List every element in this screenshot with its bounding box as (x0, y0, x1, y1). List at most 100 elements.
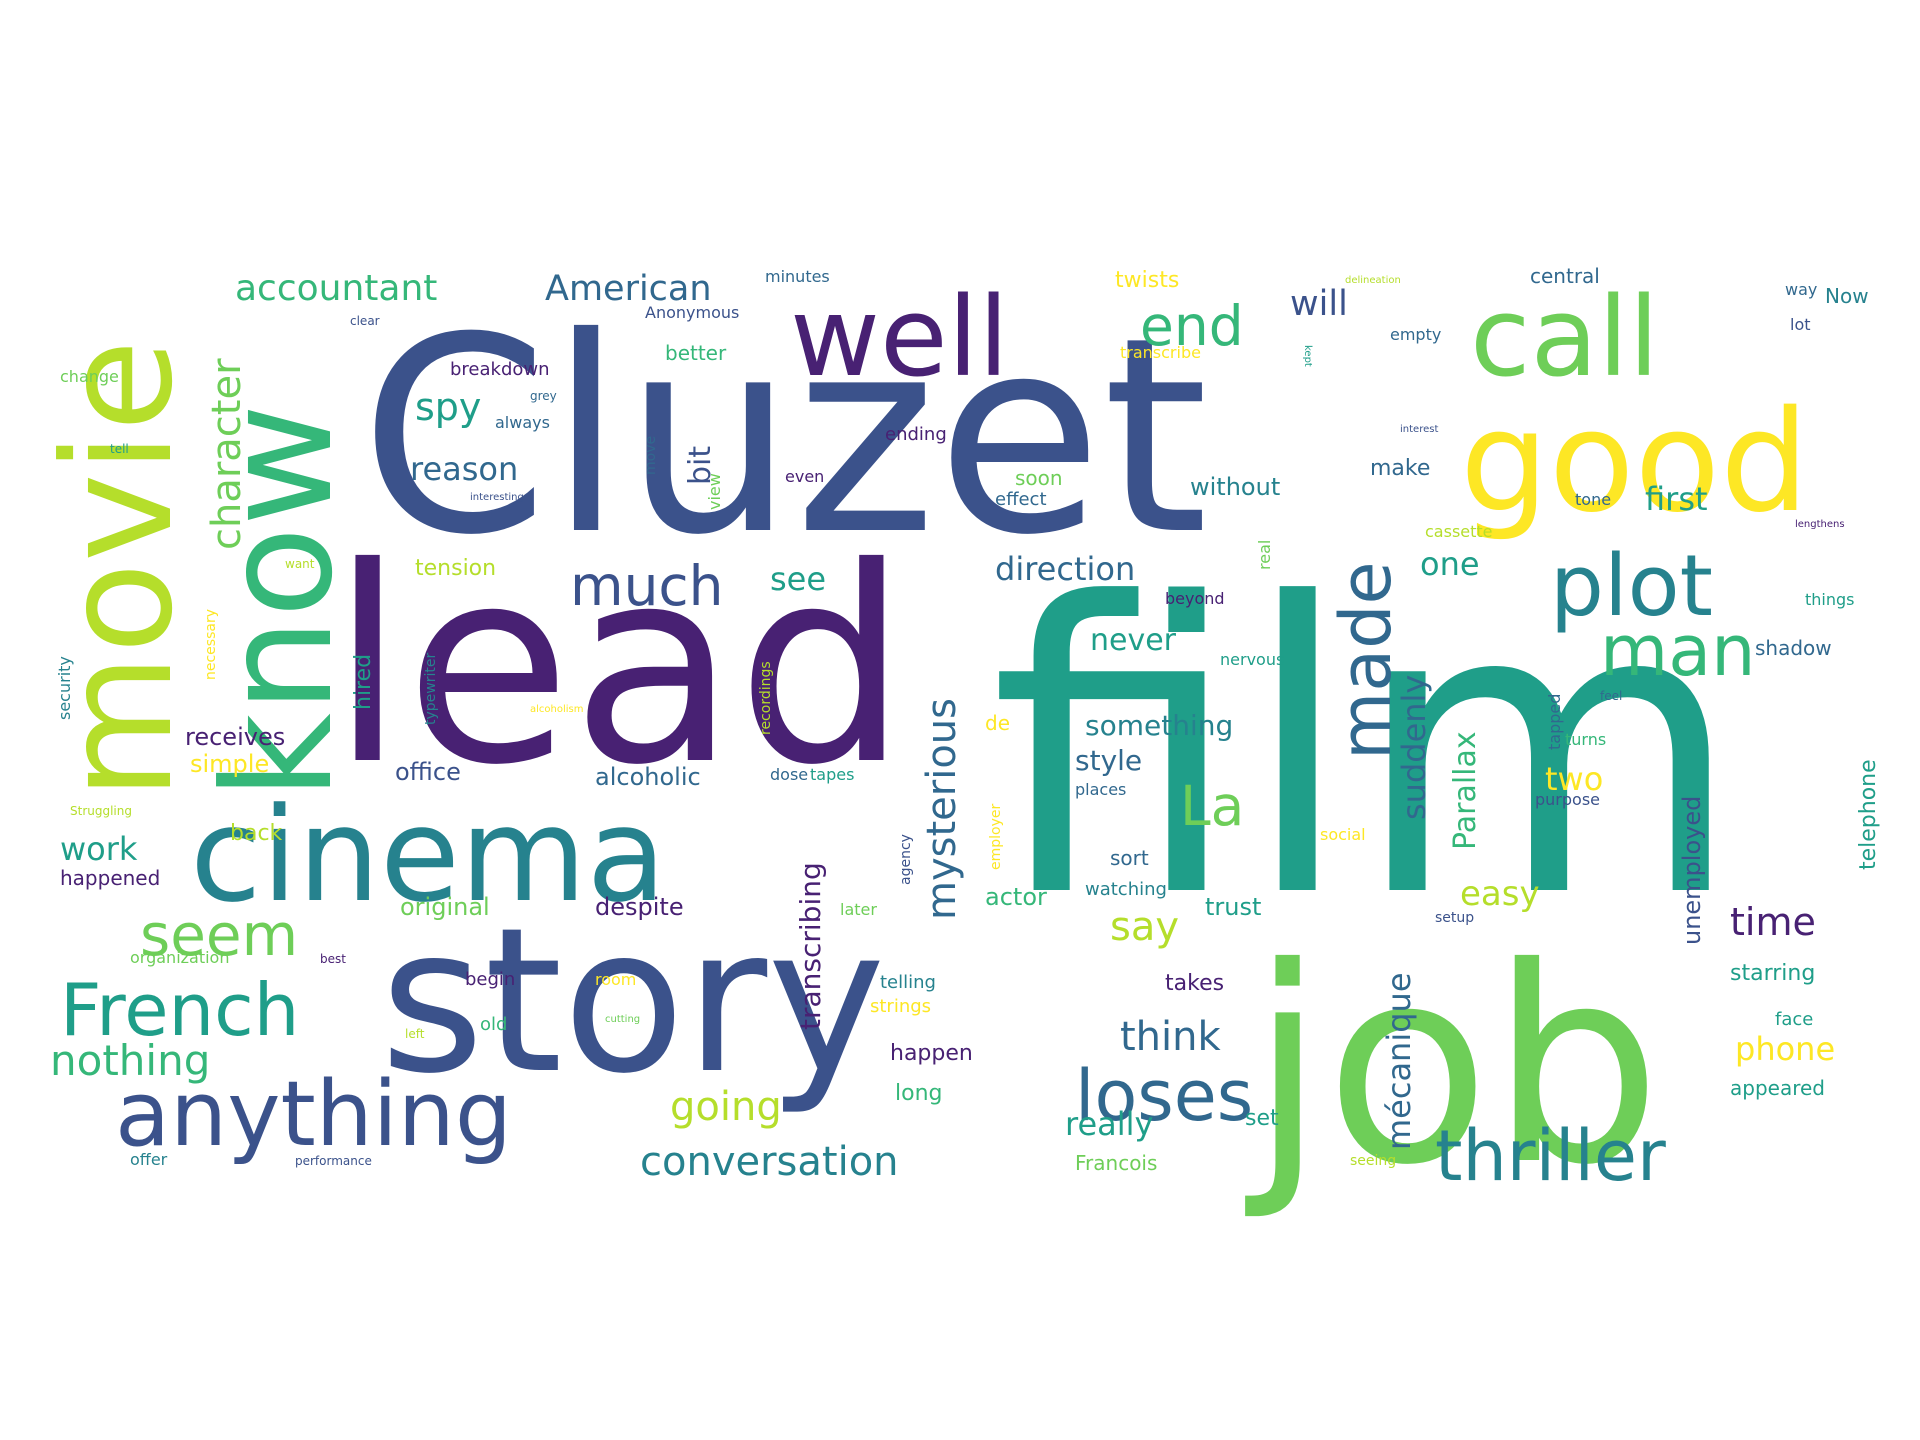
word-offer: offer (130, 1150, 168, 1169)
word-transcribing: transcribing (794, 862, 827, 1030)
word-much: much (570, 554, 724, 618)
word-work: work (60, 830, 138, 868)
word-turns: turns (1565, 730, 1606, 749)
word-shadow: shadow (1755, 636, 1832, 660)
word-de: de (985, 711, 1010, 735)
word-things: things (1805, 590, 1855, 609)
word-will: will (1290, 284, 1348, 324)
word-places: places (1075, 780, 1126, 799)
word-performance: performance (295, 1154, 372, 1168)
word-character: character (204, 358, 250, 550)
word-make: make (1370, 456, 1430, 481)
word-transcribe: transcribe (1120, 343, 1201, 362)
word-francois: Francois (1075, 1151, 1157, 1175)
word-appeared: appeared (1730, 1076, 1825, 1100)
word-back: back (230, 821, 283, 846)
word-cluzet: Cluzet (360, 279, 1208, 594)
word-later: later (840, 900, 877, 919)
word-organization: organization (130, 948, 229, 967)
word-begin: begin (465, 969, 515, 990)
word-kept: kept (1302, 345, 1313, 367)
word-lot: lot (1790, 315, 1811, 334)
word-going: going (670, 1084, 782, 1130)
word-job: job (1242, 909, 1662, 1224)
word-easy: easy (1460, 874, 1540, 914)
word-style: style (1075, 744, 1142, 777)
word-real: real (1255, 540, 1274, 570)
word-telling: telling (880, 972, 936, 993)
word-think: think (1120, 1014, 1222, 1060)
word-first: first (1645, 480, 1708, 518)
word-reason: reason (410, 450, 518, 488)
word-recordings: recordings (758, 661, 774, 735)
word-purpose: purpose (1535, 790, 1600, 809)
word-la: La (1180, 774, 1244, 838)
word-two: two (1545, 760, 1603, 798)
word-conversation: conversation (640, 1139, 899, 1185)
word-tension: tension (415, 556, 496, 581)
word-minutes: minutes (765, 267, 830, 286)
word-agency: agency (898, 834, 914, 885)
word-something: something (1085, 709, 1233, 742)
word-security: security (55, 656, 74, 720)
word-call: call (1470, 273, 1659, 401)
word-mysterious: mysterious (919, 698, 965, 920)
word-even: even (785, 467, 824, 486)
word-office: office (395, 758, 461, 786)
word-better: better (665, 341, 727, 365)
word-grey: grey (530, 389, 557, 403)
word-beyond: beyond (1165, 589, 1225, 608)
word-necessary: necessary (203, 609, 219, 680)
word-move: move (643, 436, 659, 475)
word-anything: anything (115, 1062, 512, 1167)
word-movie: movie (32, 339, 206, 800)
word-actor: actor (985, 883, 1047, 911)
word-tone: tone (1575, 490, 1611, 509)
word-cutting: cutting (605, 1014, 640, 1025)
word-clear: clear (350, 314, 380, 328)
word-bit: bit (683, 446, 718, 485)
word-effect: effect (995, 489, 1047, 510)
word-never: never (1090, 623, 1177, 658)
word-phone: phone (1735, 1030, 1835, 1068)
word-empty: empty (1390, 325, 1441, 344)
word-parallax: Parallax (1448, 731, 1483, 850)
word-m-canique: mécanique (1380, 972, 1418, 1150)
word-direction: direction (995, 550, 1135, 588)
word-twists: twists (1115, 268, 1179, 293)
word-know: know (192, 404, 366, 800)
word-old: old (480, 1014, 507, 1035)
word-good: good (1460, 381, 1809, 544)
word-without: without (1190, 473, 1280, 501)
word-spy: spy (415, 385, 481, 429)
word-nothing: nothing (50, 1036, 210, 1085)
word-tapes: tapes (810, 765, 854, 784)
word-say: say (1110, 904, 1179, 950)
word-well: well (790, 273, 1009, 401)
word-alcoholic: alcoholic (595, 763, 701, 791)
word-dose: dose (770, 765, 808, 784)
word-way: way (1785, 280, 1817, 299)
word-happen: happen (890, 1041, 973, 1066)
word-takes: takes (1165, 971, 1224, 996)
word-american: American (545, 269, 712, 309)
word-long: long (895, 1081, 942, 1106)
word-room: room (595, 970, 636, 989)
word-now: Now (1825, 284, 1869, 308)
word-lead: lead (330, 509, 908, 824)
word-story: story (380, 885, 886, 1118)
word-ending: ending (885, 424, 947, 445)
word-face: face (1775, 1009, 1813, 1030)
word-want: want (285, 557, 315, 571)
word-set: set (1245, 1106, 1279, 1131)
word-breakdown: breakdown (450, 359, 550, 380)
word-simple: simple (190, 750, 269, 778)
word-left: left (405, 1027, 425, 1041)
word-setup: setup (1435, 910, 1474, 926)
word-original: original (400, 893, 490, 921)
word-receives: receives (185, 723, 285, 751)
word-interesting: interesting (470, 492, 524, 503)
word-cinema: cinema (190, 779, 666, 931)
word-trust: trust (1205, 893, 1261, 921)
